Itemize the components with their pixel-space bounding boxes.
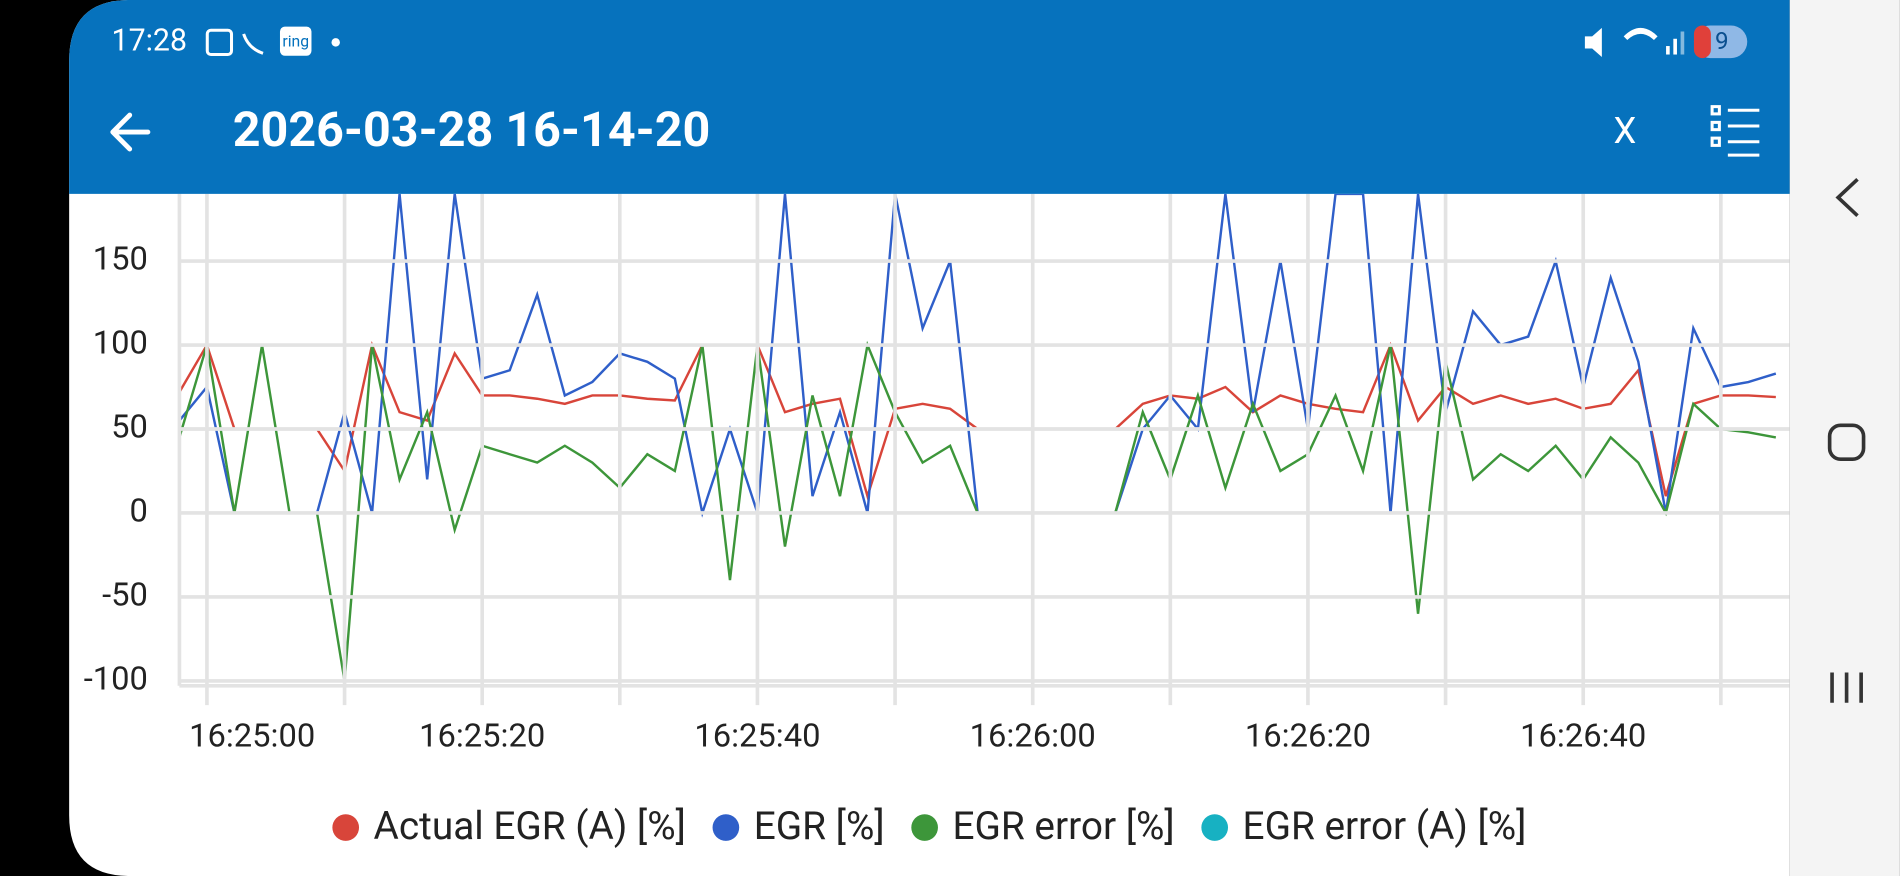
legend-item: EGR error [%] <box>911 804 1175 849</box>
nav-recents[interactable] <box>1830 672 1863 703</box>
nav-bar <box>1789 0 1900 876</box>
x-tick-label: 16:25:40 <box>694 717 820 755</box>
legend-label: EGR [%] <box>754 804 885 849</box>
y-tick-label: 100 <box>93 324 148 362</box>
list-button[interactable] <box>1710 105 1760 157</box>
nav-back[interactable] <box>1835 177 1859 217</box>
legend-label: Actual EGR (A) [%] <box>374 804 686 849</box>
nav-buttons <box>1827 177 1866 703</box>
nav-home[interactable] <box>1827 423 1866 462</box>
app-surface <box>69 0 1790 876</box>
legend-item: Actual EGR (A) [%] <box>332 804 686 849</box>
status-ring-icon: ring <box>282 32 309 51</box>
legend-marker <box>911 814 938 841</box>
y-tick-label: -100 <box>84 660 148 698</box>
x-tick-label: 16:25:20 <box>419 717 545 755</box>
legend-item: EGR [%] <box>712 804 885 849</box>
y-tick-label: 0 <box>130 492 148 530</box>
status-time: 17:28 <box>112 23 187 58</box>
y-tick-label: 50 <box>111 408 148 446</box>
legend-marker <box>712 814 740 841</box>
x-tick-label: 16:26:20 <box>1245 717 1371 755</box>
y-tick-label: 150 <box>93 240 148 278</box>
legend: Actual EGR (A) [%] EGR [%] EGR error [%] EG… <box>332 804 1526 849</box>
system-icons <box>1584 25 1748 59</box>
y-tick-label: -50 <box>102 576 148 614</box>
x-tick-label: 16:26:40 <box>1520 717 1646 755</box>
status-dot <box>331 38 340 47</box>
x-tick-label: 16:26:00 <box>970 717 1096 755</box>
battery-level: 9 <box>1715 27 1729 55</box>
back-button[interactable] <box>110 112 151 152</box>
legend-label: EGR error [%] <box>953 804 1175 849</box>
legend-label: EGR error (A) [%] <box>1243 804 1527 849</box>
legend-marker <box>332 814 360 841</box>
legend-marker <box>1201 814 1229 841</box>
legend-item: EGR error (A) [%] <box>1201 804 1526 849</box>
status-icons <box>205 26 312 57</box>
axes: -100 -50 0 50 100 150 16:25:00 16:25:20 16:25:40… <box>84 193 1790 755</box>
x-tick-label: 16:25:00 <box>189 717 315 755</box>
close-button[interactable]: X <box>1613 109 1636 152</box>
app-bar <box>69 0 1790 194</box>
toolbar-title: 2026-03-28 16-14-20 <box>233 101 711 158</box>
